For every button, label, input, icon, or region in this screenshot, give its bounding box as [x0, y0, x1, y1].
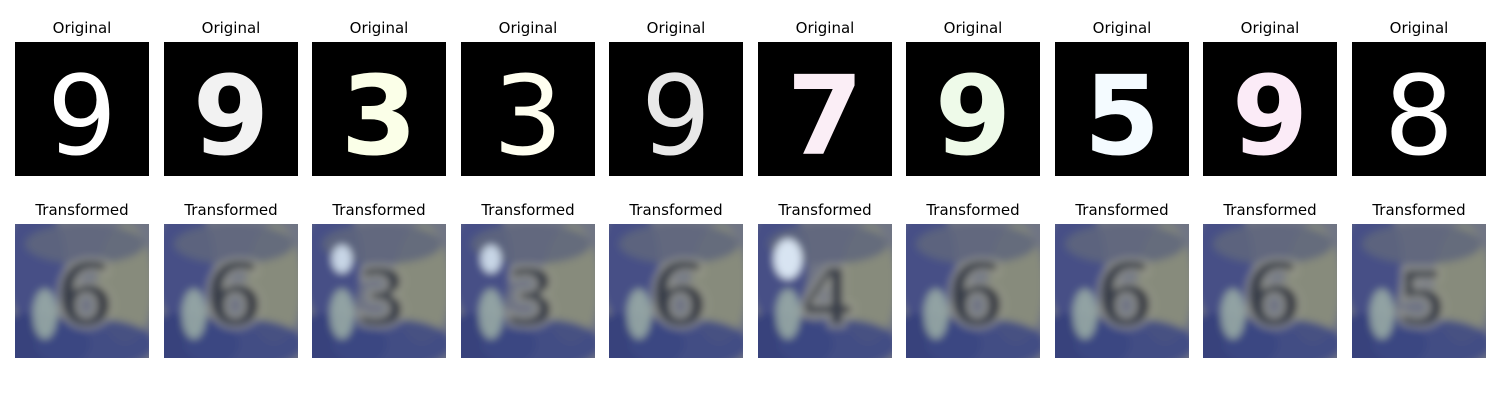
original-digit-image: 7: [758, 42, 892, 176]
original-cell: Original 3: [312, 18, 446, 178]
svg-text:3: 3: [341, 52, 418, 176]
svg-text:4: 4: [799, 251, 856, 346]
transformed-cell: Transformed 5: [1352, 200, 1486, 360]
original-digit-image: 9: [906, 42, 1040, 176]
transformed-cell: Transformed 6: [906, 200, 1040, 360]
original-digit-image: 3: [312, 42, 446, 176]
transformed-digit-image: 3: [312, 224, 446, 358]
original-label: Original: [201, 19, 261, 37]
original-label: Original: [349, 19, 409, 37]
transformed-cell: Transformed 4: [758, 200, 892, 360]
original-label: Original: [795, 19, 855, 37]
svg-text:9: 9: [47, 52, 117, 176]
svg-text:3: 3: [503, 252, 559, 345]
svg-text:6: 6: [945, 243, 1008, 348]
transformed-cell: Transformed 6: [1203, 200, 1337, 360]
original-cell: Original 3: [461, 18, 595, 178]
transformed-label: Transformed: [1223, 201, 1317, 219]
transformed-digit-image: 6: [906, 224, 1040, 358]
original-digit-image: 9: [1203, 42, 1337, 176]
transformed-label: Transformed: [481, 201, 575, 219]
original-label: Original: [943, 19, 1003, 37]
original-row: Original 9 Original 9 Original 3 Original 3 Orig…: [0, 18, 1500, 178]
original-label: Original: [1389, 19, 1449, 37]
transformed-label: Transformed: [926, 201, 1020, 219]
transformed-label: Transformed: [629, 201, 723, 219]
original-label: Original: [1092, 19, 1152, 37]
original-label: Original: [646, 19, 706, 37]
original-label: Original: [52, 19, 112, 37]
original-cell: Original 9: [906, 18, 1040, 178]
transformed-digit-image: 6: [164, 224, 298, 358]
transformed-label: Transformed: [778, 201, 872, 219]
original-cell: Original 9: [164, 18, 298, 178]
svg-text:3: 3: [354, 252, 410, 345]
original-cell: Original 8: [1352, 18, 1486, 178]
original-digit-image: 9: [164, 42, 298, 176]
svg-text:6: 6: [1242, 243, 1305, 348]
transformed-row: Transformed 6 Transformed 6 Transformed 3 Tran…: [0, 200, 1500, 360]
svg-text:9: 9: [1232, 52, 1309, 176]
transformed-label: Transformed: [332, 201, 426, 219]
original-digit-image: 9: [609, 42, 743, 176]
svg-text:9: 9: [193, 52, 270, 176]
transformed-digit-image: 6: [15, 224, 149, 358]
transformed-label: Transformed: [1075, 201, 1169, 219]
transformed-digit-image: 6: [609, 224, 743, 358]
original-label: Original: [1240, 19, 1300, 37]
svg-text:9: 9: [935, 52, 1012, 176]
svg-text:6: 6: [54, 243, 117, 348]
svg-text:8: 8: [1384, 52, 1454, 176]
svg-text:5: 5: [1395, 255, 1449, 345]
transformed-cell: Transformed 6: [15, 200, 149, 360]
svg-text:5: 5: [1084, 52, 1161, 176]
transformed-cell: Transformed 6: [1055, 200, 1189, 360]
svg-text:3: 3: [493, 52, 563, 176]
original-digit-image: 8: [1352, 42, 1486, 176]
original-cell: Original 9: [609, 18, 743, 178]
svg-text:9: 9: [641, 52, 711, 176]
svg-text:7: 7: [787, 52, 864, 176]
transformed-cell: Transformed 3: [312, 200, 446, 360]
transformed-cell: Transformed 6: [164, 200, 298, 360]
transformed-digit-image: 3: [461, 224, 595, 358]
original-cell: Original 5: [1055, 18, 1189, 178]
transformed-cell: Transformed 6: [609, 200, 743, 360]
transformed-label: Transformed: [1372, 201, 1466, 219]
transformed-label: Transformed: [184, 201, 278, 219]
svg-text:6: 6: [1094, 243, 1157, 348]
original-cell: Original 9: [1203, 18, 1337, 178]
original-cell: Original 9: [15, 18, 149, 178]
transformed-digit-image: 5: [1352, 224, 1486, 358]
svg-text:6: 6: [648, 243, 711, 348]
original-label: Original: [498, 19, 558, 37]
original-digit-image: 5: [1055, 42, 1189, 176]
original-digit-image: 3: [461, 42, 595, 176]
original-cell: Original 7: [758, 18, 892, 178]
transformed-cell: Transformed 3: [461, 200, 595, 360]
transformed-digit-image: 4: [758, 224, 892, 358]
transformed-label: Transformed: [35, 201, 129, 219]
transformed-digit-image: 6: [1203, 224, 1337, 358]
svg-text:6: 6: [203, 243, 266, 348]
original-digit-image: 9: [15, 42, 149, 176]
transformed-digit-image: 6: [1055, 224, 1189, 358]
